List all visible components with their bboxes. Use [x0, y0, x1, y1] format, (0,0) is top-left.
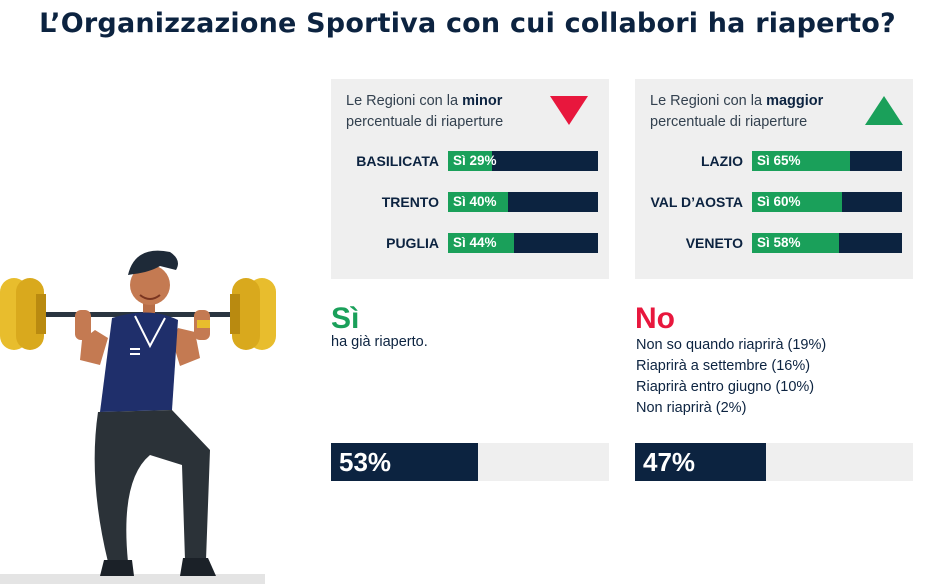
no-reason-item: Non so quando riaprirà (19%)	[636, 337, 827, 353]
yes-total-bar: 53%	[331, 443, 609, 481]
region-bar-row: VENETO Sì 58%	[635, 233, 913, 253]
triangle-down-icon	[550, 96, 588, 125]
weightlifter-illustration	[0, 250, 276, 584]
caption-text: Le Regioni con la	[650, 93, 767, 109]
region-bar-fill	[448, 192, 508, 212]
region-bar-fill	[448, 233, 514, 253]
region-bar-value-label: Sì 44%	[453, 235, 497, 250]
region-bar-fill	[752, 151, 850, 171]
minor-regions-panel: Le Regioni con la minor percentuale di ri…	[331, 79, 609, 279]
maggior-panel-caption: Le Regioni con la maggior percentuale di …	[650, 91, 850, 133]
caption-text: Le Regioni con la	[346, 93, 463, 109]
region-label: PUGLIA	[386, 235, 439, 251]
region-bar-value-label: Sì 58%	[757, 235, 801, 250]
caption-bold: maggior	[766, 93, 824, 109]
region-bar-row: TRENTO Sì 40%	[331, 192, 609, 212]
region-label: VENETO	[685, 235, 743, 251]
minor-panel-caption: Le Regioni con la minor percentuale di ri…	[346, 91, 546, 133]
no-reasons-list: Non so quando riaprirà (19%) Riaprirà a …	[636, 335, 826, 419]
region-bar-fill	[752, 233, 839, 253]
triangle-up-icon	[865, 96, 903, 125]
region-label: LAZIO	[701, 153, 743, 169]
caption-text: percentuale di riaperture	[346, 114, 504, 130]
region-bar-fill	[448, 151, 492, 171]
region-bar-value-label: Sì 65%	[757, 153, 801, 168]
no-total-fill	[635, 443, 766, 481]
region-label: VAL D’AOSTA	[650, 194, 743, 210]
region-bar-track: Sì 44%	[448, 233, 598, 253]
yes-total-fill	[331, 443, 479, 481]
region-label: BASILICATA	[356, 153, 439, 169]
no-heading: No	[635, 302, 675, 335]
region-bar-row: PUGLIA Sì 44%	[331, 233, 609, 253]
maggior-regions-panel: Le Regioni con la maggior percentuale di …	[635, 79, 913, 279]
region-bar-track: Sì 60%	[752, 192, 902, 212]
yes-heading: Sì	[331, 302, 360, 335]
region-bar-row: BASILICATA Sì 29%	[331, 151, 609, 171]
no-total-bar: 47%	[635, 443, 913, 481]
yes-total-label: 53%	[339, 447, 392, 477]
no-reason-item: Non riaprirà (2%)	[636, 400, 747, 416]
region-bar-fill	[752, 192, 842, 212]
no-reason-item: Riaprirà a settembre (16%)	[636, 358, 811, 374]
no-total-label: 47%	[643, 447, 696, 477]
region-bar-row: VAL D’AOSTA Sì 60%	[635, 192, 913, 212]
region-bar-value-label: Sì 60%	[757, 194, 801, 209]
region-bar-track: Sì 65%	[752, 151, 902, 171]
caption-text: percentuale di riaperture	[650, 114, 808, 130]
region-bar-track: Sì 29%	[448, 151, 598, 171]
region-bar-value-label: Sì 29%	[453, 153, 497, 168]
region-bar-track: Sì 40%	[448, 192, 598, 212]
region-bar-row: LAZIO Sì 65%	[635, 151, 913, 171]
yes-subtitle: ha già riaperto.	[331, 334, 428, 350]
region-label: TRENTO	[381, 194, 439, 210]
region-bar-value-label: Sì 40%	[453, 194, 497, 209]
page-title: L’Organizzazione Sportiva con cui collab…	[39, 8, 896, 39]
caption-bold: minor	[462, 93, 503, 109]
no-reason-item: Riaprirà entro giugno (10%)	[636, 379, 815, 395]
region-bar-track: Sì 58%	[752, 233, 902, 253]
